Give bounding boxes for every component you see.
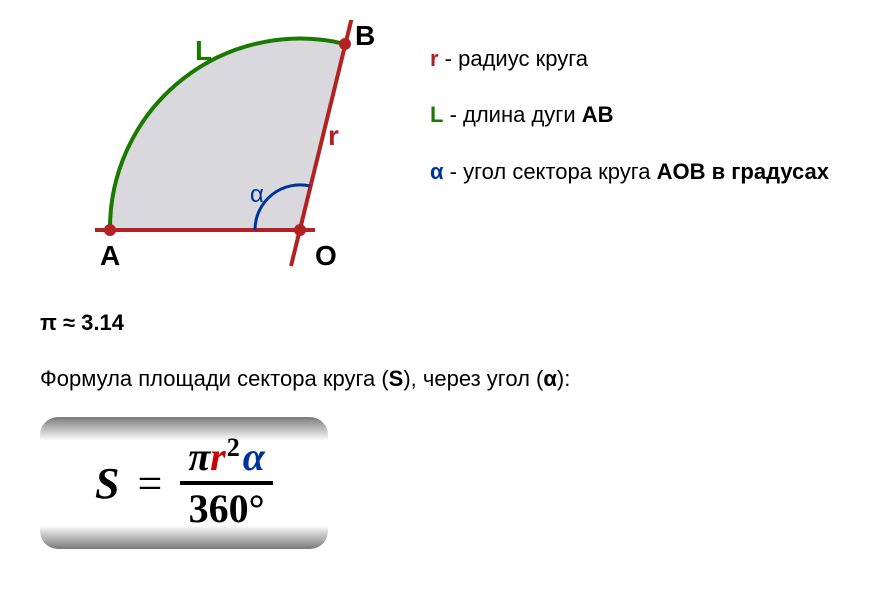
- formula-box: S = πr2α 360°: [40, 417, 328, 549]
- legend-L-symbol: L: [430, 102, 443, 127]
- formula-r: r: [210, 437, 226, 477]
- point-A-dot: [104, 224, 116, 236]
- legend-L-bold: AB: [582, 102, 614, 127]
- legend-r: r - радиус круга: [430, 35, 829, 83]
- formula-eq: =: [137, 458, 162, 509]
- formula-denom: 360°: [189, 485, 265, 529]
- legend-alpha-symbol: α: [430, 159, 444, 184]
- formula: S = πr2α 360°: [95, 437, 273, 529]
- label-r: r: [328, 120, 339, 151]
- label-A: A: [100, 240, 120, 271]
- legend-alpha-text: - угол сектора круга: [444, 159, 657, 184]
- legend-L: L - длина дуги AB: [430, 91, 829, 139]
- formula-fraction: πr2α 360°: [180, 437, 273, 529]
- formula-S: S: [95, 458, 119, 509]
- point-B-dot: [339, 38, 351, 50]
- legend-r-text: - радиус круга: [439, 46, 588, 71]
- pi-approx: π ≈ 3.14: [40, 310, 848, 336]
- point-O-dot: [294, 224, 306, 236]
- legend-alpha-bold: AOB в градусах: [657, 159, 829, 184]
- legend: r - радиус круга L - длина дуги AB α - у…: [430, 20, 829, 204]
- formula-title-mid: ), через угол (: [403, 366, 543, 391]
- label-B: B: [355, 20, 375, 51]
- formula-title-suffix: ):: [557, 366, 570, 391]
- formula-title-S: S: [389, 366, 404, 391]
- formula-numerator: πr2α: [180, 437, 273, 481]
- formula-sq: 2: [227, 435, 240, 461]
- label-alpha: α: [250, 181, 264, 208]
- legend-r-symbol: r: [430, 46, 439, 71]
- label-O: O: [315, 240, 337, 271]
- formula-pi: π: [188, 437, 210, 477]
- formula-title-alpha: α: [543, 366, 557, 391]
- sector-diagram: A O B L r α: [90, 20, 390, 280]
- formula-title: Формула площади сектора круга (S), через…: [40, 366, 848, 392]
- sector-fill: [110, 39, 345, 230]
- formula-alpha: α: [243, 437, 265, 477]
- label-L: L: [195, 35, 212, 66]
- legend-L-text: - длина дуги: [443, 102, 581, 127]
- formula-title-prefix: Формула площади сектора круга (: [40, 366, 389, 391]
- legend-alpha: α - угол сектора круга AOB в градусах: [430, 148, 829, 196]
